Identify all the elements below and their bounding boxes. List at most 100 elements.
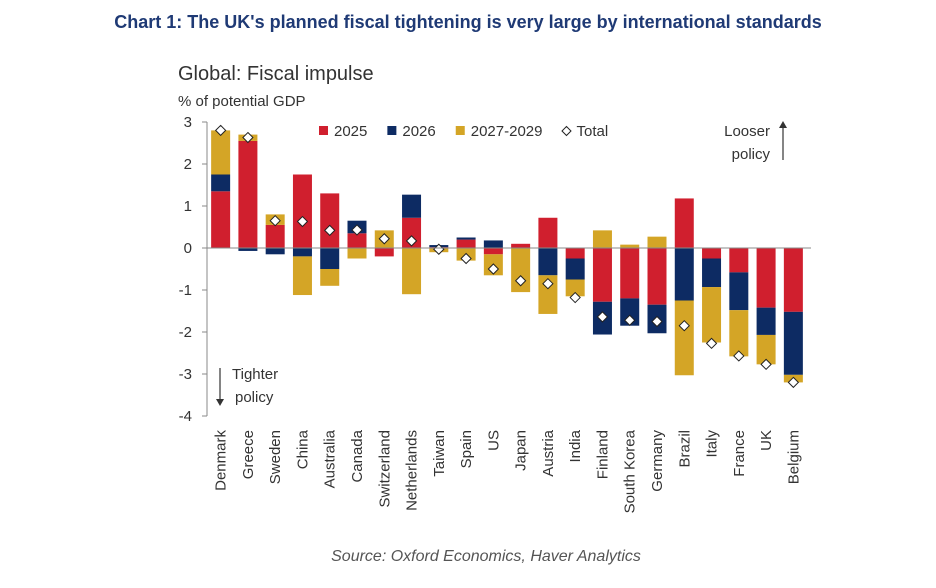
bar-segment-2025-denmark bbox=[211, 191, 231, 248]
bar-segment-2026-netherlands bbox=[402, 194, 422, 218]
y-tick-label: -3 bbox=[179, 366, 192, 383]
total-marker-switzerland bbox=[378, 233, 390, 245]
total-marker-finland bbox=[596, 311, 609, 323]
bar-segment-2025-south-korea bbox=[620, 248, 640, 299]
total-marker-south-korea bbox=[624, 314, 636, 326]
y-tick-label: 2 bbox=[184, 156, 192, 173]
bar-segment-2026-australia bbox=[320, 248, 340, 269]
x-tick-label: Austria bbox=[540, 429, 557, 476]
bar-segment-2025-us bbox=[483, 248, 503, 255]
looser-policy-label: Looser bbox=[724, 123, 770, 140]
bar-segment-2025-canada bbox=[347, 233, 367, 248]
x-tick-label: Australia bbox=[322, 429, 339, 488]
bar-segment-2026-south-korea bbox=[620, 298, 640, 326]
y-tick-label: 1 bbox=[184, 198, 192, 215]
bar-segment-2025-uk bbox=[756, 248, 776, 308]
source-note: Source: Oxford Economics, Haver Analytic… bbox=[331, 548, 641, 565]
y-tick-label: 0 bbox=[184, 240, 192, 257]
total-marker-austria bbox=[542, 277, 554, 290]
bar-segment-2025-australia bbox=[320, 193, 340, 248]
bar-segment-2026-belgium bbox=[783, 311, 803, 375]
legend-marker-total bbox=[561, 125, 572, 137]
legend-label-total: Total bbox=[576, 123, 608, 140]
bar-segment-2027-2029-germany bbox=[647, 236, 667, 248]
bar-segment-2027-2029-china bbox=[292, 256, 312, 296]
bar-segment-2027-2029-uk bbox=[756, 334, 776, 365]
bar-segment-2027-2029-brazil bbox=[674, 300, 694, 376]
bar-segment-2026-greece bbox=[238, 248, 258, 251]
bar-segment-2027-2029-france bbox=[729, 310, 749, 357]
legend-swatch-2027-2029 bbox=[455, 126, 465, 135]
bar-segment-2025-india bbox=[565, 248, 585, 259]
total-marker-japan bbox=[514, 275, 527, 287]
x-tick-label: Switzerland bbox=[376, 430, 393, 508]
bar-segment-2026-sweden bbox=[265, 248, 285, 255]
total-marker-germany bbox=[651, 315, 663, 328]
bar-segment-2025-germany bbox=[647, 248, 667, 305]
x-tick-label: Japan bbox=[513, 430, 530, 471]
bar-segment-2025-japan bbox=[511, 243, 531, 248]
bar-segment-2025-china bbox=[292, 174, 312, 248]
x-tick-label: Greece bbox=[240, 430, 257, 479]
total-marker-canada bbox=[351, 224, 363, 236]
bar-segment-2026-spain bbox=[456, 237, 476, 240]
bar-segment-2026-brazil bbox=[674, 248, 694, 301]
y-tick-label: -2 bbox=[179, 324, 192, 341]
legend-label-2026: 2026 bbox=[402, 123, 435, 140]
x-tick-label: US bbox=[485, 430, 502, 451]
bar-segment-2027-2029-india bbox=[565, 279, 585, 297]
total-marker-australia bbox=[324, 224, 336, 237]
bar-segment-2027-2029-finland bbox=[592, 230, 612, 248]
tighter-policy-label: policy bbox=[235, 389, 274, 406]
bar-segment-2025-spain bbox=[456, 239, 476, 248]
legend-label-2027-2029: 2027-2029 bbox=[471, 123, 543, 140]
x-tick-label: Spain bbox=[458, 430, 475, 468]
chart-legend: 2025 2026 2027-2029 Total bbox=[319, 123, 608, 140]
looser-policy-label: policy bbox=[732, 146, 771, 163]
bar-segment-2027-2029-canada bbox=[347, 248, 367, 259]
x-tick-label: Finland bbox=[594, 430, 611, 479]
y-tick-label: -1 bbox=[179, 282, 192, 299]
total-marker-belgium bbox=[787, 376, 800, 389]
total-marker-us bbox=[487, 263, 500, 275]
bar-segment-2025-finland bbox=[592, 248, 612, 302]
y-tick-label: -4 bbox=[179, 408, 192, 425]
x-tick-label: China bbox=[294, 429, 311, 469]
bar-segment-2026-denmark bbox=[211, 174, 231, 192]
chart-annotations: Looser policy Tighter policy bbox=[216, 121, 787, 406]
bar-segment-2027-2029-italy bbox=[702, 287, 722, 343]
bar-segment-2025-greece bbox=[238, 140, 258, 248]
x-tick-label: Canada bbox=[349, 429, 366, 482]
x-tick-label: UK bbox=[758, 430, 775, 451]
bar-segment-2026-china bbox=[292, 248, 312, 257]
bar-segment-2027-2029-south-korea bbox=[620, 244, 640, 248]
bar-segment-2027-2029-australia bbox=[320, 269, 340, 286]
chart-header-title: Chart 1: The UK's planned fiscal tighten… bbox=[114, 12, 822, 32]
bar-segment-2027-2029-austria bbox=[538, 275, 558, 314]
x-tick-label: South Korea bbox=[622, 429, 639, 513]
legend-label-2025: 2025 bbox=[334, 123, 367, 140]
total-marker-netherlands bbox=[405, 235, 418, 247]
bar-segment-2027-2029-netherlands bbox=[402, 248, 422, 295]
legend-swatch-2026 bbox=[387, 126, 397, 135]
x-tick-label: Italy bbox=[704, 430, 721, 458]
bar-segment-2026-italy bbox=[702, 258, 722, 288]
total-marker-brazil bbox=[678, 319, 690, 332]
bar-segment-2027-2029-denmark bbox=[211, 130, 231, 175]
bar-segment-2025-belgium bbox=[783, 248, 803, 312]
x-tick-label: Germany bbox=[649, 430, 666, 492]
total-marker-sweden bbox=[269, 214, 281, 227]
bar-segment-2026-austria bbox=[538, 248, 558, 276]
total-marker-denmark bbox=[214, 124, 227, 137]
bar-segment-2025-italy bbox=[702, 248, 722, 259]
total-marker-spain bbox=[460, 252, 472, 265]
y-axis-label: % of potential GDP bbox=[178, 93, 306, 110]
total-marker-greece bbox=[242, 131, 254, 144]
x-tick-label: Brazil bbox=[676, 430, 693, 468]
total-marker-uk bbox=[760, 358, 772, 371]
x-tick-label: Netherlands bbox=[404, 430, 421, 511]
chart-title: Global: Fiscal impulse bbox=[178, 63, 374, 85]
up-arrow-head-icon bbox=[779, 121, 787, 128]
